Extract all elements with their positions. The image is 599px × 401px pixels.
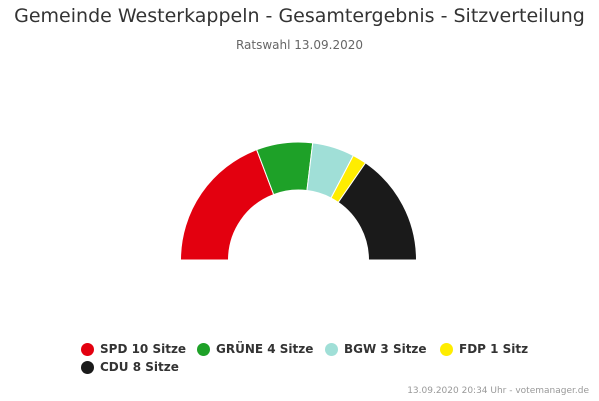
seat-distribution-chart [179, 141, 418, 261]
legend-label: CDU 8 Sitze [100, 360, 179, 374]
legend-label: SPD 10 Sitze [100, 342, 187, 356]
legend-marker-icon [197, 342, 210, 356]
legend-item-bgw[interactable]: BGW 3 Sitze [325, 342, 427, 356]
legend-label: GRÜNE 4 Sitze [216, 342, 314, 356]
legend-item-gr-ne[interactable]: GRÜNE 4 Sitze [197, 342, 313, 356]
legend-item-fdp[interactable]: FDP 1 Sitz [440, 342, 528, 356]
chart-subtitle: Ratswahl 13.09.2020 [235, 38, 363, 52]
chart-legend: SPD 10 Sitze GRÜNE 4 Sitze BGW 3 Sitze FDP … [0, 340, 599, 380]
seat-slice-spd[interactable] [179, 149, 275, 261]
legend-label: FDP 1 Sitz [459, 342, 529, 356]
legend-marker-icon [325, 342, 338, 356]
legend-item-cdu[interactable]: CDU 8 Sitze [81, 360, 179, 374]
legend-label: BGW 3 Sitze [344, 342, 427, 356]
credits-text: 13.09.2020 20:34 Uhr - votemanager.de [407, 386, 589, 396]
legend-marker-icon [440, 342, 453, 356]
legend-marker-icon [81, 342, 94, 356]
legend-item-spd[interactable]: SPD 10 Sitze [81, 342, 186, 356]
seat-slice-cdu[interactable] [337, 162, 418, 261]
chart-title: Gemeinde Westerkappeln - Gesamtergebnis … [14, 5, 585, 27]
legend-marker-icon [81, 360, 94, 374]
